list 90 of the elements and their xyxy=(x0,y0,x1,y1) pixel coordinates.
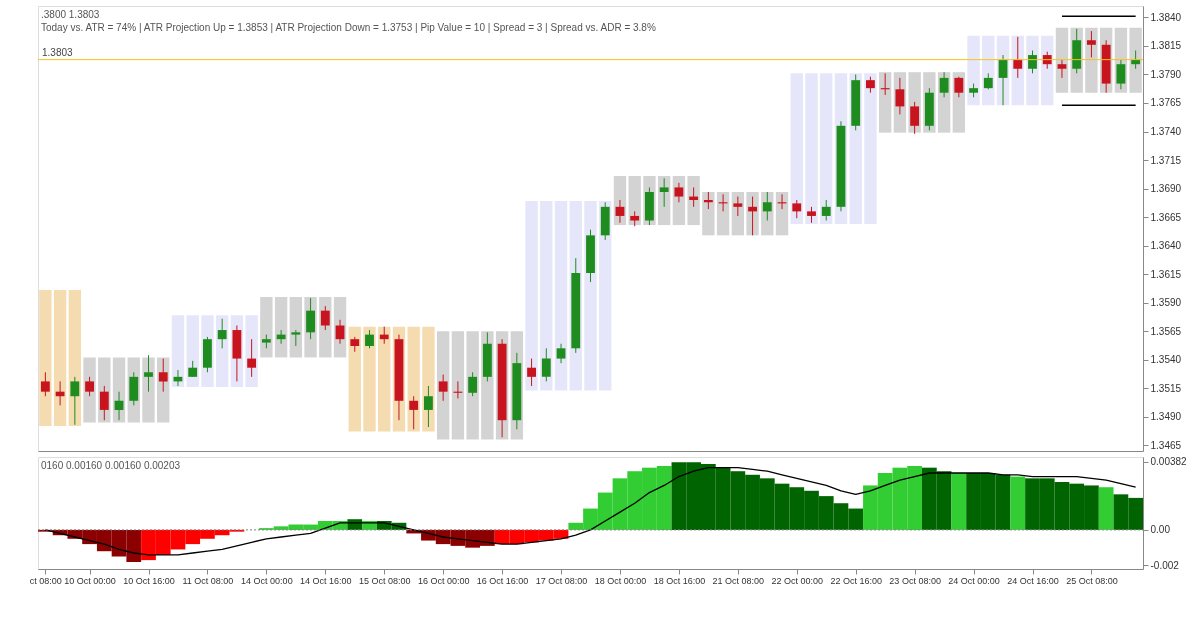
x-tick-label: 22 Oct 16:00 xyxy=(830,575,882,586)
x-tick-label: 24 Oct 16:00 xyxy=(1007,575,1059,586)
x-tick-label: ct 08:00 xyxy=(29,575,62,586)
bar xyxy=(451,331,465,440)
candlestick xyxy=(438,374,448,402)
candlestick xyxy=(1131,50,1141,70)
x-tick-label: 15 Oct 08:00 xyxy=(358,575,411,586)
y-tick-label: 1.3640 xyxy=(1150,240,1182,252)
y-tick-label: 1.3715 xyxy=(1150,154,1182,166)
bar xyxy=(951,473,967,530)
bar xyxy=(378,326,391,432)
candlestick xyxy=(556,343,566,364)
bar xyxy=(407,326,420,432)
bar xyxy=(554,201,568,391)
x-tick-label: 23 Oct 08:00 xyxy=(889,575,941,586)
y-tick-label: 0.00 xyxy=(1150,524,1171,536)
bar xyxy=(525,201,538,391)
bar xyxy=(142,357,155,423)
bar xyxy=(260,296,273,358)
bar xyxy=(53,290,67,426)
candlestick xyxy=(541,347,551,382)
ref-line-label: 1.3803 xyxy=(42,46,74,58)
candlestick xyxy=(527,358,536,387)
y-tick-label: 1.3515 xyxy=(1150,382,1182,394)
bar xyxy=(171,315,185,388)
candlestick xyxy=(1057,59,1067,79)
bar xyxy=(628,176,641,226)
x-tick-label: 16 Oct 00:00 xyxy=(417,575,470,586)
x-tick-label: 11 Oct 08:00 xyxy=(182,575,234,586)
y-tick-label: 1.3765 xyxy=(1150,97,1182,109)
bar xyxy=(967,35,980,106)
bar xyxy=(702,191,715,236)
y-tick-label: 1.3840 xyxy=(1150,11,1182,23)
candlestick xyxy=(55,380,65,406)
y-tick-label: 1.3815 xyxy=(1150,40,1182,52)
bar xyxy=(39,290,52,426)
bar xyxy=(540,201,553,391)
y-tick-label: 1.3665 xyxy=(1150,211,1182,223)
x-tick-label: 18 Oct 00:00 xyxy=(594,575,647,586)
bar xyxy=(1010,476,1026,530)
y-tick-label: 1.3590 xyxy=(1150,297,1182,309)
candlestick xyxy=(85,376,94,397)
bar xyxy=(864,73,877,224)
candlestick xyxy=(276,329,286,345)
x-tick-label: 10 Oct 16:00 xyxy=(123,575,175,586)
y-tick-label: 1.3490 xyxy=(1150,411,1182,423)
bar xyxy=(790,73,803,224)
candlestick xyxy=(40,371,50,397)
bar xyxy=(1098,487,1114,530)
x-tick-label: 24 Oct 00:00 xyxy=(948,575,1000,586)
x-tick-label: 14 Oct 00:00 xyxy=(241,575,293,586)
x-tick-label: 14 Oct 16:00 xyxy=(300,575,352,586)
candlestick xyxy=(365,329,374,349)
bar xyxy=(716,191,730,236)
x-tick-label: 10 Oct 00:00 xyxy=(64,575,116,586)
y-tick-label: 1.3790 xyxy=(1150,68,1182,80)
bar xyxy=(274,296,288,358)
bar xyxy=(348,326,361,432)
bar xyxy=(289,296,303,358)
bar xyxy=(775,191,789,236)
y-tick-label: 1.3740 xyxy=(1150,126,1182,138)
y-tick-label: 1.3540 xyxy=(1150,354,1182,366)
candlestick xyxy=(821,199,831,222)
x-tick-label: 25 Oct 08:00 xyxy=(1066,575,1118,586)
bar xyxy=(1129,27,1142,93)
annotation: Today vs. ATR = 74% | ATR Projection Up = 1.3853 | ATR Projection Down = 1.3753 | Pip Value = 10 | Spread = 3 | Spread vs. ADR = 3.8% xyxy=(41,22,656,33)
candlestick xyxy=(792,199,802,219)
bar xyxy=(878,72,892,133)
annotation: .3800 1.3803 xyxy=(41,9,100,20)
y-tick-label: 0.00382 xyxy=(1150,456,1188,468)
bar xyxy=(820,73,833,224)
y-tick-label: 1.3615 xyxy=(1150,268,1182,280)
y-tick-label: -0.002 xyxy=(1150,559,1180,571)
y-tick-label: 1.3565 xyxy=(1150,325,1182,337)
line-series xyxy=(44,467,1137,556)
x-tick-label: 16 Oct 16:00 xyxy=(476,575,529,586)
y-tick-label: 1.3465 xyxy=(1150,439,1182,451)
y-tick-label: 1.3690 xyxy=(1150,183,1182,195)
bar xyxy=(68,290,82,426)
annotation: 0160 0.00160 0.00160 0.00203 xyxy=(41,460,181,471)
bar xyxy=(436,331,450,440)
x-tick-label: 22 Oct 00:00 xyxy=(771,575,824,586)
bar xyxy=(186,315,199,388)
bar xyxy=(805,73,818,224)
candlestick xyxy=(453,380,463,400)
x-tick-label: 18 Oct 16:00 xyxy=(653,575,706,586)
x-tick-label: 21 Oct 08:00 xyxy=(712,575,765,586)
bar xyxy=(687,176,700,226)
x-tick-label: 17 Oct 08:00 xyxy=(535,575,588,586)
bar xyxy=(363,326,376,432)
